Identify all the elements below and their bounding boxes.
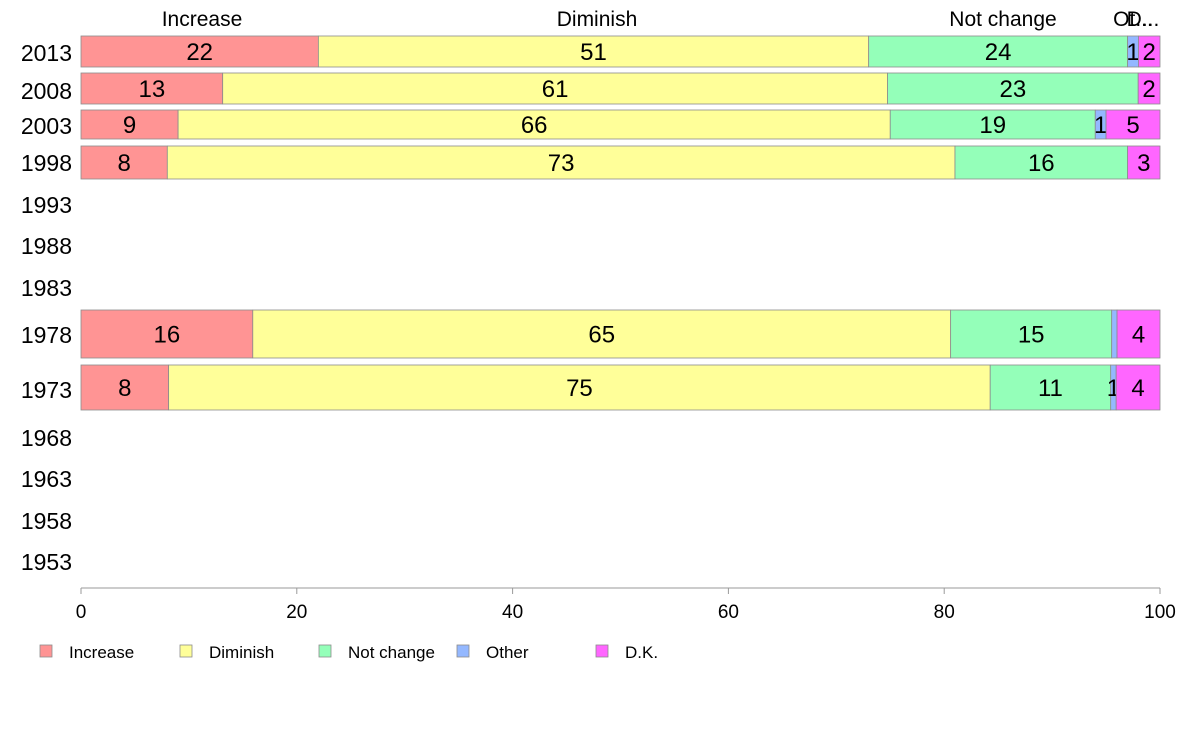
data-label: 4 (1132, 322, 1145, 349)
data-label: 1 (1126, 39, 1139, 66)
bar-segment (80, 309, 254, 359)
legend-swatch (595, 644, 609, 658)
data-label: 8 (118, 375, 131, 402)
bar-segment (317, 35, 870, 68)
year-label: 1958 (21, 508, 72, 534)
bar-segment (887, 72, 1139, 105)
year-label: 1993 (21, 192, 72, 218)
data-label: 73 (548, 150, 575, 177)
year-label: 2003 (21, 113, 72, 139)
x-tick-label: 80 (934, 602, 955, 623)
data-label: 9 (123, 112, 136, 139)
data-label: 11 (1038, 375, 1063, 402)
bar-segment (168, 364, 991, 411)
data-label: 66 (521, 112, 548, 139)
data-label: 22 (186, 39, 213, 66)
year-label: 1953 (21, 549, 72, 575)
legend-label: Increase (69, 643, 134, 662)
legend-label: Other (486, 643, 529, 662)
data-label: 24 (985, 39, 1012, 66)
bar-segment (80, 145, 168, 180)
data-label: 61 (542, 76, 569, 103)
column-header: D... (1127, 8, 1160, 31)
data-label: 8 (117, 150, 130, 177)
x-tick-label: 100 (1144, 602, 1176, 623)
x-tick-label: 40 (502, 602, 523, 623)
legend-swatch (456, 644, 470, 658)
bar-segment (950, 309, 1113, 359)
legend-label: Diminish (209, 643, 274, 662)
bar-segment (252, 309, 952, 359)
column-header: Increase (162, 8, 243, 31)
year-label: 1973 (21, 377, 72, 403)
legend-swatch (179, 644, 193, 658)
data-label: 3 (1137, 150, 1150, 177)
data-label: 75 (566, 375, 593, 402)
column-header: Ot... (1113, 8, 1153, 31)
data-label: 4 (1131, 375, 1144, 402)
x-tick-label: 20 (286, 602, 307, 623)
legend-swatch (318, 644, 332, 658)
bar-segment (989, 364, 1112, 411)
bar-segment (80, 364, 170, 411)
data-label: 13 (138, 76, 165, 103)
bar-segment (1105, 109, 1161, 140)
data-label: 51 (580, 39, 607, 66)
data-label: 23 (1000, 76, 1027, 103)
data-label: 65 (588, 322, 615, 349)
year-label: 1963 (21, 466, 72, 492)
data-label: 5 (1126, 112, 1139, 139)
year-label: 1988 (21, 233, 72, 259)
year-label: 2013 (21, 40, 72, 66)
bar-segment (1138, 35, 1161, 68)
data-label: 1 (1094, 112, 1107, 139)
bar-segment (177, 109, 891, 140)
bar-segment (1111, 309, 1118, 359)
legend-label: D.K. (625, 643, 658, 662)
year-label: 1983 (21, 275, 72, 301)
data-label: 15 (1018, 322, 1045, 349)
legend-swatch (39, 644, 53, 658)
year-label: 1978 (21, 322, 72, 348)
year-label: 1968 (21, 425, 72, 451)
bar-segment (1115, 364, 1161, 411)
bar-segment (222, 72, 888, 105)
year-label: 1998 (21, 150, 72, 176)
bar-segment (1116, 309, 1161, 359)
bar-segment (166, 145, 956, 180)
year-label: 2008 (21, 78, 72, 104)
bar-segment (1127, 145, 1161, 180)
x-tick-label: 0 (76, 602, 87, 623)
data-label: 16 (1028, 150, 1055, 177)
data-label: 2 (1142, 76, 1155, 103)
data-label: 2 (1143, 39, 1156, 66)
column-header: Diminish (557, 8, 638, 31)
data-label: 19 (979, 112, 1006, 139)
x-tick-label: 60 (718, 602, 739, 623)
data-label: 16 (154, 322, 181, 349)
bar-segment (954, 145, 1129, 180)
bar-segment (1137, 72, 1161, 105)
legend-label: Not change (348, 643, 435, 662)
column-header: Not change (949, 8, 1056, 31)
